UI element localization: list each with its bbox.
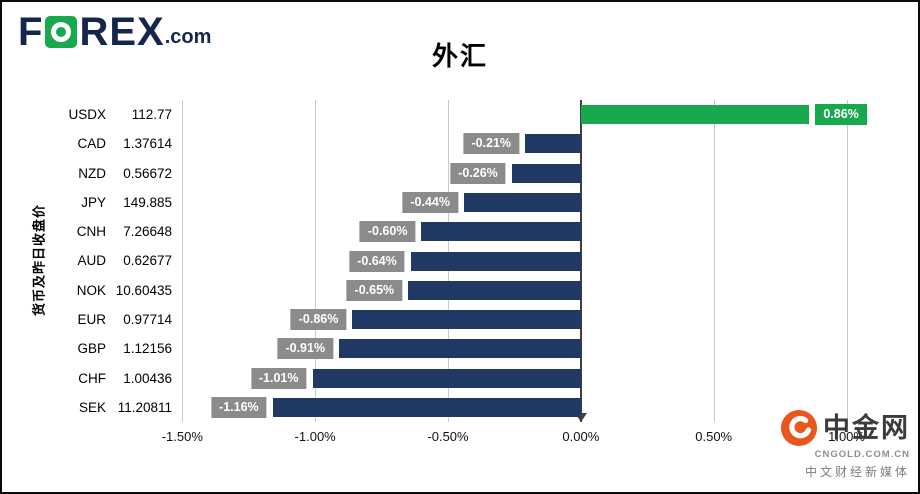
- logo-o-icon: [45, 16, 78, 48]
- closing-price: 0.97714: [123, 312, 172, 328]
- cngold-name: 中金网: [823, 412, 910, 443]
- closing-price: 7.26648: [123, 224, 172, 240]
- bar-value-label: 0.86%: [815, 104, 867, 126]
- x-tick-label: 0.50%: [695, 429, 733, 444]
- bar-CHF: [312, 368, 581, 388]
- closing-price: 149.885: [123, 194, 172, 210]
- y-label-row: CNH 7.26648: [60, 217, 172, 246]
- y-label-row: EUR 0.97714: [60, 305, 172, 334]
- cngold-watermark: 中金网 CNGOLD.COM.CN 中文财经新媒体: [758, 409, 910, 480]
- bar-EUR: [352, 310, 581, 330]
- closing-price: 0.56672: [123, 165, 172, 181]
- currency-code: USDX: [68, 107, 106, 123]
- currency-code: CHF: [78, 370, 106, 386]
- bar-value-label: -0.64%: [349, 250, 405, 272]
- y-label-row: CAD 1.37614: [60, 129, 172, 158]
- x-axis: -1.50% -1.00% -0.50% 0.00% 0.50% 1.00%: [162, 429, 905, 449]
- forex-logo: F REX .com: [18, 12, 211, 52]
- y-axis-title: 货币及昨日收盘价: [31, 203, 47, 317]
- logo-suffix: .com: [164, 26, 212, 48]
- bar-value-label: -0.65%: [346, 279, 403, 301]
- zero-axis-line: [579, 100, 582, 422]
- currency-code: NZD: [78, 165, 106, 181]
- chart-title: 外汇: [431, 41, 488, 71]
- bar-value-label: -0.86%: [290, 309, 347, 331]
- closing-price: 1.12156: [123, 341, 172, 357]
- bar-JPY: [463, 192, 581, 212]
- cngold-domain: CNGOLD.COM.CN: [814, 449, 910, 460]
- axis-arrow-icon: [574, 413, 587, 422]
- x-tick-label: 1.00%: [828, 429, 865, 444]
- x-tick-label: 0.00%: [562, 429, 600, 444]
- currency-code: SEK: [78, 399, 106, 415]
- gridline: [846, 100, 848, 422]
- currency-code: NOK: [76, 282, 106, 298]
- gridline: [182, 100, 184, 422]
- bar-value-label: -0.26%: [450, 162, 506, 184]
- bar-value-label: -0.60%: [359, 221, 416, 243]
- bar-NOK: [408, 280, 581, 300]
- currency-code: GBP: [77, 341, 106, 357]
- bar-CAD: [525, 134, 581, 154]
- x-tick-label: -0.50%: [427, 429, 469, 444]
- currency-code: EUR: [77, 312, 106, 328]
- bar-AUD: [410, 251, 581, 271]
- bar-value-label: -1.16%: [211, 396, 267, 418]
- closing-price: 11.20811: [117, 399, 172, 415]
- bar-CNH: [421, 222, 581, 242]
- bar-SEK: [272, 397, 581, 417]
- cngold-icon: [780, 409, 818, 447]
- closing-price: 112.77: [131, 107, 172, 123]
- bar-value-label: -0.21%: [463, 133, 520, 155]
- y-label-row: GBP 1.12156: [60, 334, 172, 363]
- cngold-tagline: 中文财经新媒体: [804, 465, 910, 479]
- y-label-row: USDX 112.77: [60, 100, 172, 129]
- currency-code: JPY: [81, 194, 106, 210]
- x-tick-label: -1.00%: [294, 429, 336, 444]
- gridline: [315, 100, 317, 422]
- currency-code: CAD: [77, 136, 106, 152]
- bar-USDX: [580, 105, 810, 125]
- x-tick-label: -1.50%: [161, 429, 203, 444]
- bar-value-label: -0.44%: [402, 191, 458, 213]
- closing-price: 10.60435: [115, 282, 172, 298]
- currency-code: AUD: [77, 253, 106, 269]
- bar-value-label: -0.91%: [277, 338, 334, 360]
- closing-price: 1.00436: [123, 370, 172, 386]
- currency-code: CNH: [76, 224, 106, 240]
- y-labels: USDX 112.77 CAD 1.37614 NZD 0.56672 JPY 149.885…: [60, 100, 172, 422]
- closing-price: 0.62677: [123, 253, 172, 269]
- y-label-row: NZD 0.56672: [60, 159, 172, 188]
- y-label-row: SEK 11.20811: [60, 393, 172, 422]
- plot-area: 0.86% -0.21% -0.26% -0.44% -0.60% -0.64% -0.65…: [177, 100, 905, 422]
- bar-value-label: -1.01%: [250, 367, 307, 389]
- logo-letters-rex: REX: [79, 10, 165, 54]
- closing-price: 1.37614: [123, 136, 172, 152]
- gridline: [713, 100, 715, 422]
- y-label-row: AUD 0.62677: [60, 246, 172, 275]
- logo-letter-f: F: [18, 10, 44, 54]
- y-label-row: CHF 1.00436: [60, 363, 172, 392]
- y-label-row: NOK 10.60435: [60, 276, 172, 305]
- y-label-row: JPY 149.885: [60, 188, 172, 217]
- bar-GBP: [339, 339, 581, 359]
- bar-NZD: [511, 163, 581, 183]
